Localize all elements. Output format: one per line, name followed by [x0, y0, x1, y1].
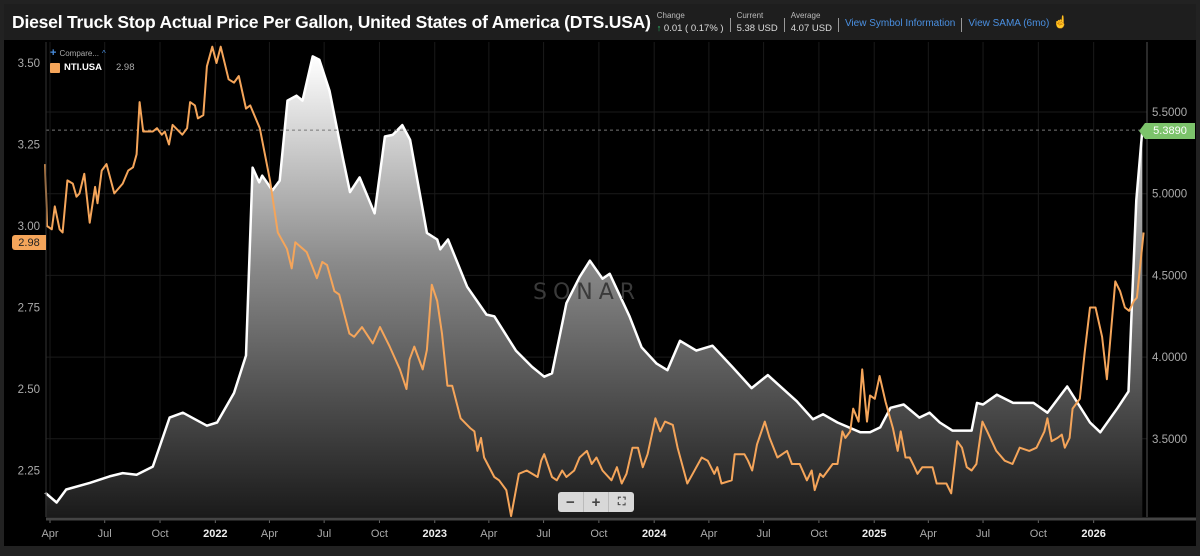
plus-icon: + — [50, 47, 57, 59]
chart-title: Diesel Truck Stop Actual Price Per Gallo… — [12, 11, 651, 32]
y-left-tick-label: 3.25 — [18, 140, 40, 152]
x-tick-label: 2024 — [642, 528, 667, 540]
zoom-out-button[interactable]: − — [558, 492, 584, 512]
x-tick-label: Oct — [151, 528, 168, 540]
arrow-up-icon: ↑ — [656, 23, 662, 33]
x-tick-label: Oct — [1030, 528, 1047, 540]
chart-header: Diesel Truck Stop Actual Price Per Gallo… — [4, 4, 1196, 40]
y-left-tick-label: 2.50 — [18, 384, 40, 396]
view-symbol-information-link[interactable]: View Symbol Information — [844, 17, 956, 29]
x-tick-label: 2023 — [423, 528, 447, 540]
x-tick-label: Oct — [810, 528, 827, 540]
compare-label: Compare... — [59, 48, 100, 58]
y-left-tick-label: 2.75 — [18, 303, 40, 315]
y-left-tick-label: 3.50 — [18, 58, 40, 70]
view-sama-link[interactable]: View SAMA (6mo) — [968, 17, 1050, 29]
hand-pointer-icon[interactable]: ☝ — [1053, 15, 1069, 29]
average-stat: Average 4.07 USD — [791, 10, 832, 34]
y-right-tick-label: 3.5000 — [1152, 434, 1187, 446]
nti-series-line[interactable] — [44, 45, 1145, 518]
divider — [729, 18, 731, 32]
x-tick-label: Apr — [480, 528, 497, 540]
expand-icon[interactable]: ⛶ — [617, 495, 626, 508]
change-label: Change — [656, 11, 685, 20]
legend: + Compare... ^ NTI.USA 2.98 — [50, 47, 135, 73]
zoom-in-button[interactable]: + — [584, 492, 610, 512]
current-label: Current — [736, 11, 764, 20]
x-tick-label: Jul — [317, 528, 331, 540]
sonar-watermark: SONAR — [533, 280, 642, 305]
dts-area-fill — [45, 56, 1143, 518]
zoom-controls: − + ⛶ — [558, 492, 634, 512]
current-value-tag-left: 2.98 — [12, 235, 46, 250]
x-tick-label: 2026 — [1081, 528, 1105, 540]
legend-series-name: NTI.USA — [64, 62, 102, 73]
y-right-tick-label: 5.5000 — [1152, 107, 1187, 119]
x-tick-label: 2022 — [203, 528, 227, 540]
y-left-tick-label: 3.00 — [18, 221, 40, 233]
x-tick-label: Apr — [700, 528, 717, 540]
y-right-tick-label: 4.5000 — [1152, 270, 1187, 282]
x-tick-label: Oct — [590, 528, 607, 540]
x-tick-label: Apr — [41, 528, 58, 540]
current-value-tag-right: 5.3890 — [1139, 123, 1195, 139]
change-stat: Change ↑ 0.01 ( 0.17% ) — [657, 10, 724, 34]
x-tick-label: 2025 — [862, 528, 886, 540]
change-value: 0.01 ( 0.17% ) — [663, 23, 724, 34]
y-right-tick-label: 5.0000 — [1152, 189, 1187, 201]
x-tick-label: Jul — [537, 528, 551, 540]
x-tick-label: Apr — [261, 528, 278, 540]
x-tick-label: Apr — [920, 528, 937, 540]
x-tick-label: Jul — [976, 528, 990, 540]
current-value: 5.38 USD — [736, 23, 778, 34]
y-right-tick-label: 4.0000 — [1152, 352, 1187, 364]
average-value: 4.07 USD — [790, 23, 832, 34]
divider — [961, 18, 963, 32]
x-tick-label: Jul — [98, 528, 112, 540]
divider — [837, 18, 839, 32]
y-left-tick-label: 2.25 — [18, 466, 40, 478]
average-label: Average — [790, 11, 821, 20]
x-tick-label: Jul — [757, 528, 771, 540]
dts-series-line[interactable] — [44, 55, 1144, 504]
compare-button[interactable]: + Compare... ^ — [50, 47, 135, 59]
chevron-up-icon: ^ — [102, 48, 106, 58]
legend-item-nti[interactable]: NTI.USA 2.98 — [50, 62, 135, 73]
x-tick-label: Oct — [371, 528, 388, 540]
series-swatch — [50, 62, 60, 73]
legend-series-value: 2.98 — [116, 62, 135, 73]
divider — [783, 18, 785, 32]
current-stat: Current 5.38 USD — [737, 10, 778, 34]
